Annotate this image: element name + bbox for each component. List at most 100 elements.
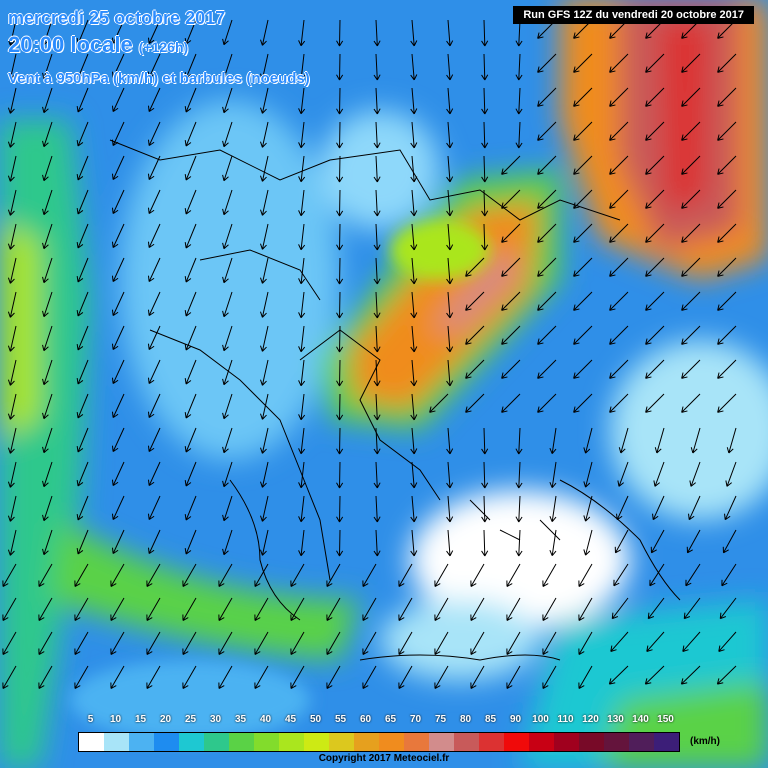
wind-arrow	[506, 665, 521, 689]
wind-arrow	[76, 53, 89, 79]
wind-arrow	[501, 189, 521, 209]
wind-arrow	[501, 359, 521, 379]
wind-arrow	[147, 529, 161, 555]
wind-arrow	[7, 257, 17, 284]
wind-arrow	[434, 631, 449, 655]
wind-arrow	[42, 291, 53, 318]
wind-arrow	[76, 19, 89, 45]
wind-arrow	[111, 223, 125, 249]
wind-arrow	[7, 325, 17, 352]
wind-arrow	[336, 529, 344, 557]
wind-arrow	[7, 155, 17, 182]
wind-arrow	[7, 529, 17, 556]
wind-arrow	[184, 427, 197, 453]
variable-title: Vent à 950hPa (km/h) et barbules (noeuds…	[8, 70, 310, 87]
wind-arrow	[74, 597, 89, 621]
wind-arrow	[542, 563, 557, 587]
wind-arrow	[260, 427, 269, 454]
wind-arrow	[260, 529, 269, 556]
legend-tick-label: 120	[582, 714, 599, 725]
wind-arrow	[373, 87, 381, 115]
wind-arrow	[717, 155, 737, 175]
wind-arrow	[573, 189, 593, 209]
wind-arrow	[645, 155, 665, 175]
wind-arrow	[110, 631, 125, 655]
wind-arrow	[147, 155, 161, 181]
wind-arrow	[336, 155, 344, 183]
wind-arrow	[645, 121, 665, 141]
wind-arrow	[76, 155, 89, 181]
wind-arrow	[717, 291, 737, 311]
wind-arrow	[260, 121, 269, 148]
legend-swatch	[654, 733, 679, 751]
wind-arrow	[583, 461, 593, 488]
wind-arrow	[147, 189, 161, 215]
wind-arrow	[298, 257, 306, 285]
wind-arrow	[690, 427, 701, 454]
wind-arrow	[573, 291, 593, 311]
wind-arrow	[182, 665, 197, 689]
wind-arrow	[537, 291, 557, 311]
legend-tick-label: 40	[259, 714, 272, 725]
wind-arrow	[260, 19, 269, 46]
wind-arrow	[336, 427, 344, 455]
legend-tick-label: 75	[434, 714, 447, 725]
wind-arrow	[681, 291, 701, 311]
wind-arrow	[336, 495, 344, 523]
wind-arrow	[298, 19, 306, 47]
wind-arrow	[573, 257, 593, 277]
legend-swatch	[204, 733, 229, 751]
wind-arrow	[537, 87, 557, 107]
wind-arrow	[184, 529, 197, 555]
wind-arrow	[7, 53, 17, 80]
wind-arrow	[184, 19, 197, 45]
wind-arrow	[38, 597, 53, 621]
wind-arrow	[254, 563, 269, 587]
wind-arrow	[465, 325, 485, 345]
wind-arrow	[609, 189, 629, 209]
run-banner: Run GFS 12Z du vendredi 20 octobre 2017	[513, 6, 754, 24]
wind-arrow	[111, 427, 125, 453]
wind-arrow	[501, 155, 521, 175]
wind-arrow	[573, 359, 593, 379]
wind-arrow	[147, 495, 161, 521]
wind-arrow	[76, 325, 89, 351]
wind-arrow	[42, 257, 53, 284]
wind-arrow	[410, 291, 418, 319]
wind-arrow	[515, 19, 523, 47]
wind-arrow	[218, 597, 233, 621]
wind-arrow	[398, 597, 413, 621]
wind-arrow	[717, 223, 737, 243]
wind-arrow	[717, 359, 737, 379]
wind-arrow	[717, 325, 737, 345]
legend-tick-label: 5	[87, 714, 94, 725]
wind-arrow	[645, 257, 665, 277]
wind-arrow	[42, 155, 53, 182]
legend-tick-label: 110	[557, 714, 574, 725]
wind-arrow	[42, 393, 53, 420]
wind-arrow	[465, 291, 485, 311]
wind-arrow	[718, 631, 737, 652]
wind-arrow	[184, 359, 197, 385]
wind-arrow	[42, 87, 53, 114]
wind-arrow	[184, 393, 197, 419]
wind-arrow	[7, 19, 17, 46]
wind-arrow	[373, 393, 381, 421]
wind-arrow	[446, 121, 454, 149]
wind-arrow	[2, 665, 17, 689]
wind-arrow	[336, 393, 344, 421]
wind-arrow	[362, 665, 377, 689]
wind-arrow	[7, 189, 17, 216]
wind-arrow	[298, 427, 306, 455]
wind-arrow	[573, 121, 593, 141]
wind-arrow	[222, 427, 233, 454]
wind-arrow	[184, 155, 197, 181]
wind-arrow	[74, 563, 89, 587]
wind-arrow	[222, 461, 233, 488]
wind-arrow	[147, 121, 161, 147]
wind-arrow	[147, 393, 161, 419]
wind-arrow	[515, 53, 523, 81]
legend-swatch	[529, 733, 554, 751]
wind-arrow	[609, 155, 629, 175]
